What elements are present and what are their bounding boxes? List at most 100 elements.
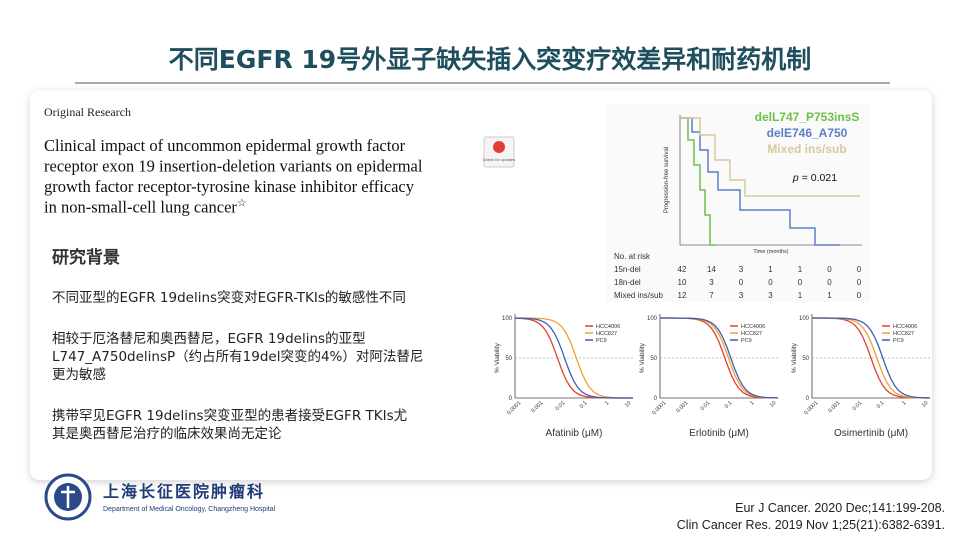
- legend-entry: HCC827: [893, 331, 914, 337]
- reference: Eur J Cancer. 2020 Dec;141:199-208.: [735, 501, 945, 515]
- paper-title-text: in non-small-cell lung cancer: [44, 198, 237, 217]
- survival-curve: [680, 117, 840, 246]
- risk-count: 1: [827, 291, 832, 300]
- hospital-logo: [44, 473, 92, 521]
- paper-label: Original Research: [44, 105, 131, 119]
- x-axis-label: Afatinib (μM): [546, 428, 603, 439]
- y-tick-label: 0: [654, 396, 658, 402]
- reference: Clin Cancer Res. 2019 Nov 1;25(21):6382-…: [677, 518, 945, 532]
- paper-title-text: growth factor receptor-tyrosine kinase i…: [44, 177, 415, 196]
- legend-entry: HCC4006: [741, 324, 765, 330]
- survival-figure: delL747_P753insS delE746_A750 Mixed ins/su…: [606, 104, 870, 302]
- y-tick-label: 50: [802, 356, 809, 362]
- badge-text: Check for updates: [483, 157, 515, 162]
- x-tick-label: 0.01: [852, 400, 864, 412]
- x-axis-label: Time (months): [753, 249, 788, 255]
- risk-count: 3: [739, 265, 744, 274]
- paper-title-line: growth factor receptor-tyrosine kinase i…: [44, 177, 415, 196]
- legend-entry: Mixed ins/sub: [767, 142, 846, 156]
- risk-count: 3: [768, 291, 773, 300]
- x-tick-label: 0.1: [724, 400, 734, 410]
- risk-count: 12: [678, 291, 687, 300]
- risk-count: 42: [678, 265, 687, 274]
- p-label: p: [792, 172, 799, 184]
- risk-heading: No. at risk: [614, 252, 651, 261]
- viability-curve: [660, 317, 779, 399]
- x-tick-label: 10: [921, 400, 930, 409]
- y-tick-label: 100: [502, 316, 513, 322]
- x-tick-label: 0.01: [700, 400, 712, 412]
- y-tick-label: 50: [505, 356, 512, 362]
- risk-count: 0: [857, 265, 862, 274]
- risk-row-label: Mixed ins/sub: [614, 291, 663, 300]
- x-axis-label: Osimertinib (μM): [834, 428, 908, 439]
- survival-curve: [680, 117, 860, 197]
- x-tick-label: 1: [604, 400, 610, 406]
- x-tick-label: 0.1: [876, 400, 886, 410]
- hospital-name: 上海长征医院肿瘤科: [103, 482, 265, 501]
- paper-title-line: in non-small-cell lung cancer☆: [44, 198, 247, 217]
- paragraph-line: 其是奥西替尼治疗的临床效果尚无定论: [52, 425, 282, 442]
- y-axis-label: Progression-free survival: [664, 147, 670, 213]
- y-tick-label: 0: [509, 396, 513, 402]
- risk-row-label: 15n-del: [614, 265, 641, 274]
- figure-bg: [606, 104, 870, 302]
- viability-curve: [812, 317, 931, 399]
- paper-title-text: Clinical impact of uncommon epidermal gr…: [44, 136, 406, 155]
- risk-row-label: 18n-del: [614, 278, 641, 287]
- paper-title-text: receptor exon 19 insertion-deletion vari…: [44, 157, 423, 176]
- p-number: = 0.021: [802, 172, 837, 184]
- risk-count: 1: [798, 265, 803, 274]
- x-tick-label: 1: [901, 400, 907, 406]
- paper-title-mark: ☆: [237, 198, 247, 210]
- x-tick-label: 0.1: [579, 400, 589, 410]
- x-tick-label: 10: [769, 400, 778, 409]
- y-axis-label: % Viability: [494, 342, 501, 373]
- legend-entry: delE746_A750: [767, 126, 848, 140]
- y-tick-label: 0: [806, 396, 810, 402]
- paragraphs: 不同亚型的EGFR 19delins突变对EGFR-TKIs的敏感性不同相较于厄…: [52, 289, 423, 442]
- x-tick-label: 1: [749, 400, 755, 406]
- legend-entry: HCC4006: [596, 324, 620, 330]
- risk-count: 0: [739, 278, 744, 287]
- department-name: Department of Medical Oncology, Changzhe…: [103, 506, 276, 513]
- y-axis-label: % Viability: [791, 342, 798, 373]
- paper-title: Clinical impact of uncommon epidermal gr…: [44, 136, 423, 217]
- risk-count: 0: [768, 278, 773, 287]
- risk-count: 1: [798, 291, 803, 300]
- risk-count: 0: [857, 291, 862, 300]
- legend-entry: HCC827: [741, 331, 762, 337]
- slide-title: 不同EGFR 19号外显子缺失插入突变疗效差异和耐药机制: [169, 45, 811, 74]
- viability-curve: [515, 317, 633, 399]
- paragraph-line: L747_A750delinsP（约占所有19del突变的4%）对阿法替尼: [52, 349, 423, 365]
- x-axis-label: Erlotinib (μM): [689, 428, 749, 439]
- paper-title-line: receptor exon 19 insertion-deletion vari…: [44, 157, 423, 176]
- risk-count: 14: [707, 265, 716, 274]
- y-tick-label: 100: [799, 316, 810, 322]
- section-heading: 研究背景: [52, 247, 120, 268]
- logo-cross: [61, 486, 75, 508]
- legend-entry: PC9: [741, 338, 752, 344]
- legend-entry: delL747_P753insS: [755, 110, 860, 124]
- paragraph-line: 相较于厄洛替尼和奥西替尼，EGFR 19delins的亚型: [52, 330, 366, 347]
- paragraph-line: 更为敏感: [52, 366, 106, 383]
- update-badge: Check for updates: [483, 136, 515, 168]
- risk-count: 7: [709, 291, 714, 300]
- y-axis-label: % Viability: [639, 342, 646, 373]
- y-tick-label: 100: [647, 316, 658, 322]
- legend-entry: HCC827: [596, 331, 617, 337]
- risk-count: 3: [709, 278, 714, 287]
- risk-count: 0: [857, 278, 862, 287]
- p-value: p = 0.021: [792, 172, 837, 184]
- risk-count: 1: [768, 265, 773, 274]
- x-tick-label: 0.01: [555, 400, 567, 412]
- risk-count: 0: [827, 278, 832, 287]
- legend-entry: PC9: [893, 338, 904, 344]
- paragraph-line: 不同亚型的EGFR 19delins突变对EGFR-TKIs的敏感性不同: [52, 289, 406, 306]
- paragraph-line: 携带罕见EGFR 19delins突变亚型的患者接受EGFR TKIs尤: [52, 407, 407, 424]
- y-tick-label: 50: [650, 356, 657, 362]
